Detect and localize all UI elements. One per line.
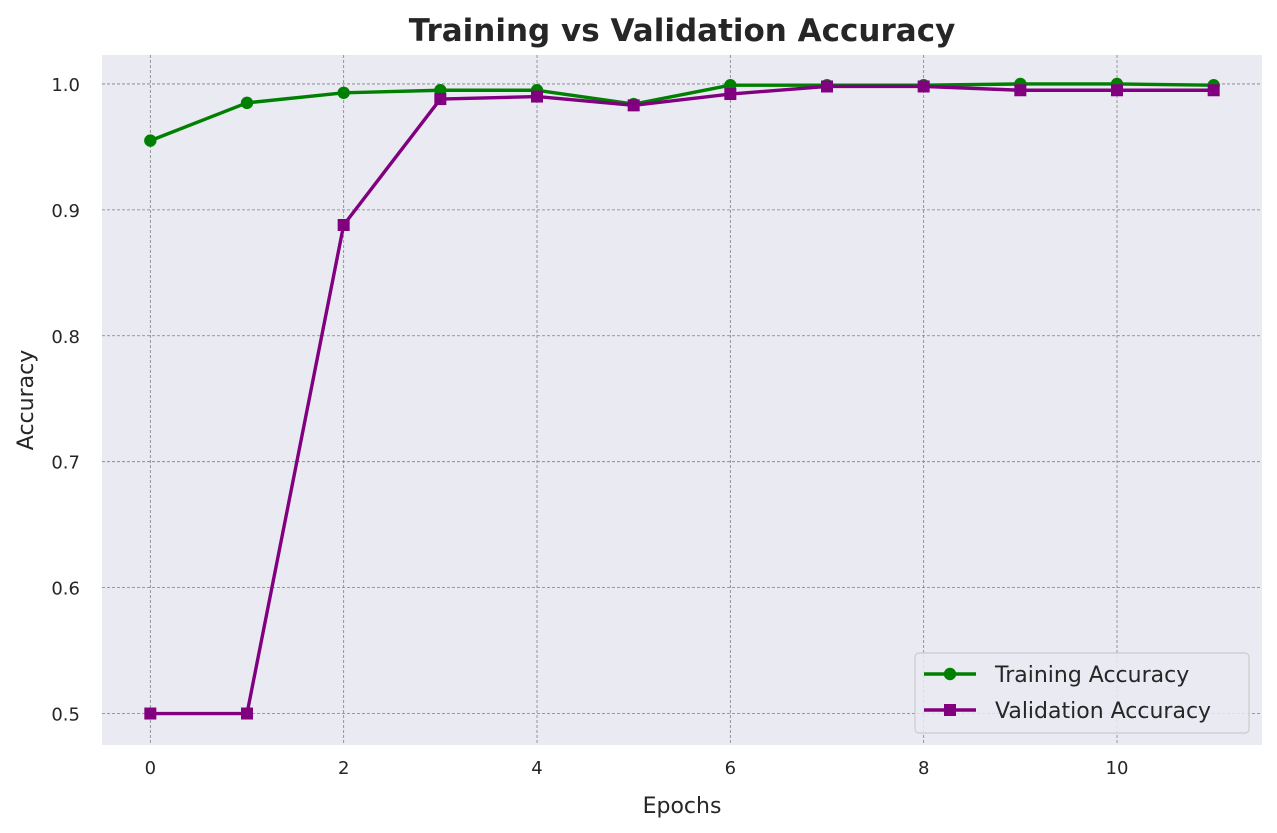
legend-marker-1 bbox=[944, 704, 956, 716]
series-1-point-4 bbox=[531, 90, 543, 103]
y-axis-ticks: 0.5 0.6 0.7 0.8 0.9 1.0 bbox=[51, 75, 80, 726]
series-1-point-1 bbox=[241, 707, 253, 720]
series-0-point-2 bbox=[337, 86, 350, 99]
y-axis-label: Accuracy bbox=[14, 350, 39, 450]
legend-marker-0 bbox=[943, 667, 957, 681]
series-1-point-9 bbox=[1014, 84, 1027, 97]
series-1-point-10 bbox=[1111, 84, 1123, 97]
x-tick-label-0: 0 bbox=[145, 758, 156, 779]
y-tick-label-0: 0.5 bbox=[51, 705, 80, 726]
legend: Training Accuracy Validation Accuracy bbox=[914, 652, 1250, 734]
y-tick-label-4: 0.9 bbox=[51, 201, 80, 222]
series-0-point-1 bbox=[240, 96, 254, 110]
y-tick-label-3: 0.8 bbox=[51, 327, 80, 348]
legend-label-1: Validation Accuracy bbox=[995, 699, 1211, 724]
x-tick-label-4: 8 bbox=[918, 758, 929, 779]
series-1-point-7 bbox=[821, 80, 833, 93]
series-0-point-0 bbox=[144, 134, 157, 147]
series-line-0 bbox=[148, 82, 1216, 143]
x-axis-ticks: 0 2 4 6 8 10 bbox=[145, 758, 1129, 779]
plot-area bbox=[102, 55, 1262, 745]
series-1-point-8 bbox=[917, 80, 930, 93]
y-tick-label-2: 0.7 bbox=[51, 453, 80, 474]
series-1-point-5 bbox=[627, 99, 640, 112]
y-tick-label-1: 0.6 bbox=[51, 579, 80, 600]
x-tick-label-3: 6 bbox=[725, 758, 736, 779]
legend-box bbox=[914, 652, 1250, 734]
y-tick-label-5: 1.0 bbox=[51, 75, 80, 96]
legend-item-0: Training Accuracy bbox=[924, 663, 1189, 688]
series-1-point-3 bbox=[434, 93, 447, 106]
series-layer bbox=[144, 77, 1220, 720]
series-1-point-0 bbox=[144, 707, 157, 720]
legend-item-1: Validation Accuracy bbox=[924, 699, 1211, 724]
series-1-point-2 bbox=[337, 218, 350, 231]
series-1 bbox=[144, 80, 1220, 720]
series-line-1 bbox=[148, 84, 1216, 716]
x-tick-label-2: 4 bbox=[531, 758, 542, 779]
series-1-point-6 bbox=[724, 88, 737, 101]
series-1-point-11 bbox=[1207, 84, 1220, 97]
x-tick-label-5: 10 bbox=[1106, 758, 1129, 779]
x-axis-label: Epochs bbox=[643, 794, 722, 819]
chart-title: Training vs Validation Accuracy bbox=[409, 13, 956, 49]
x-tick-label-1: 2 bbox=[338, 758, 349, 779]
legend-label-0: Training Accuracy bbox=[994, 663, 1189, 688]
